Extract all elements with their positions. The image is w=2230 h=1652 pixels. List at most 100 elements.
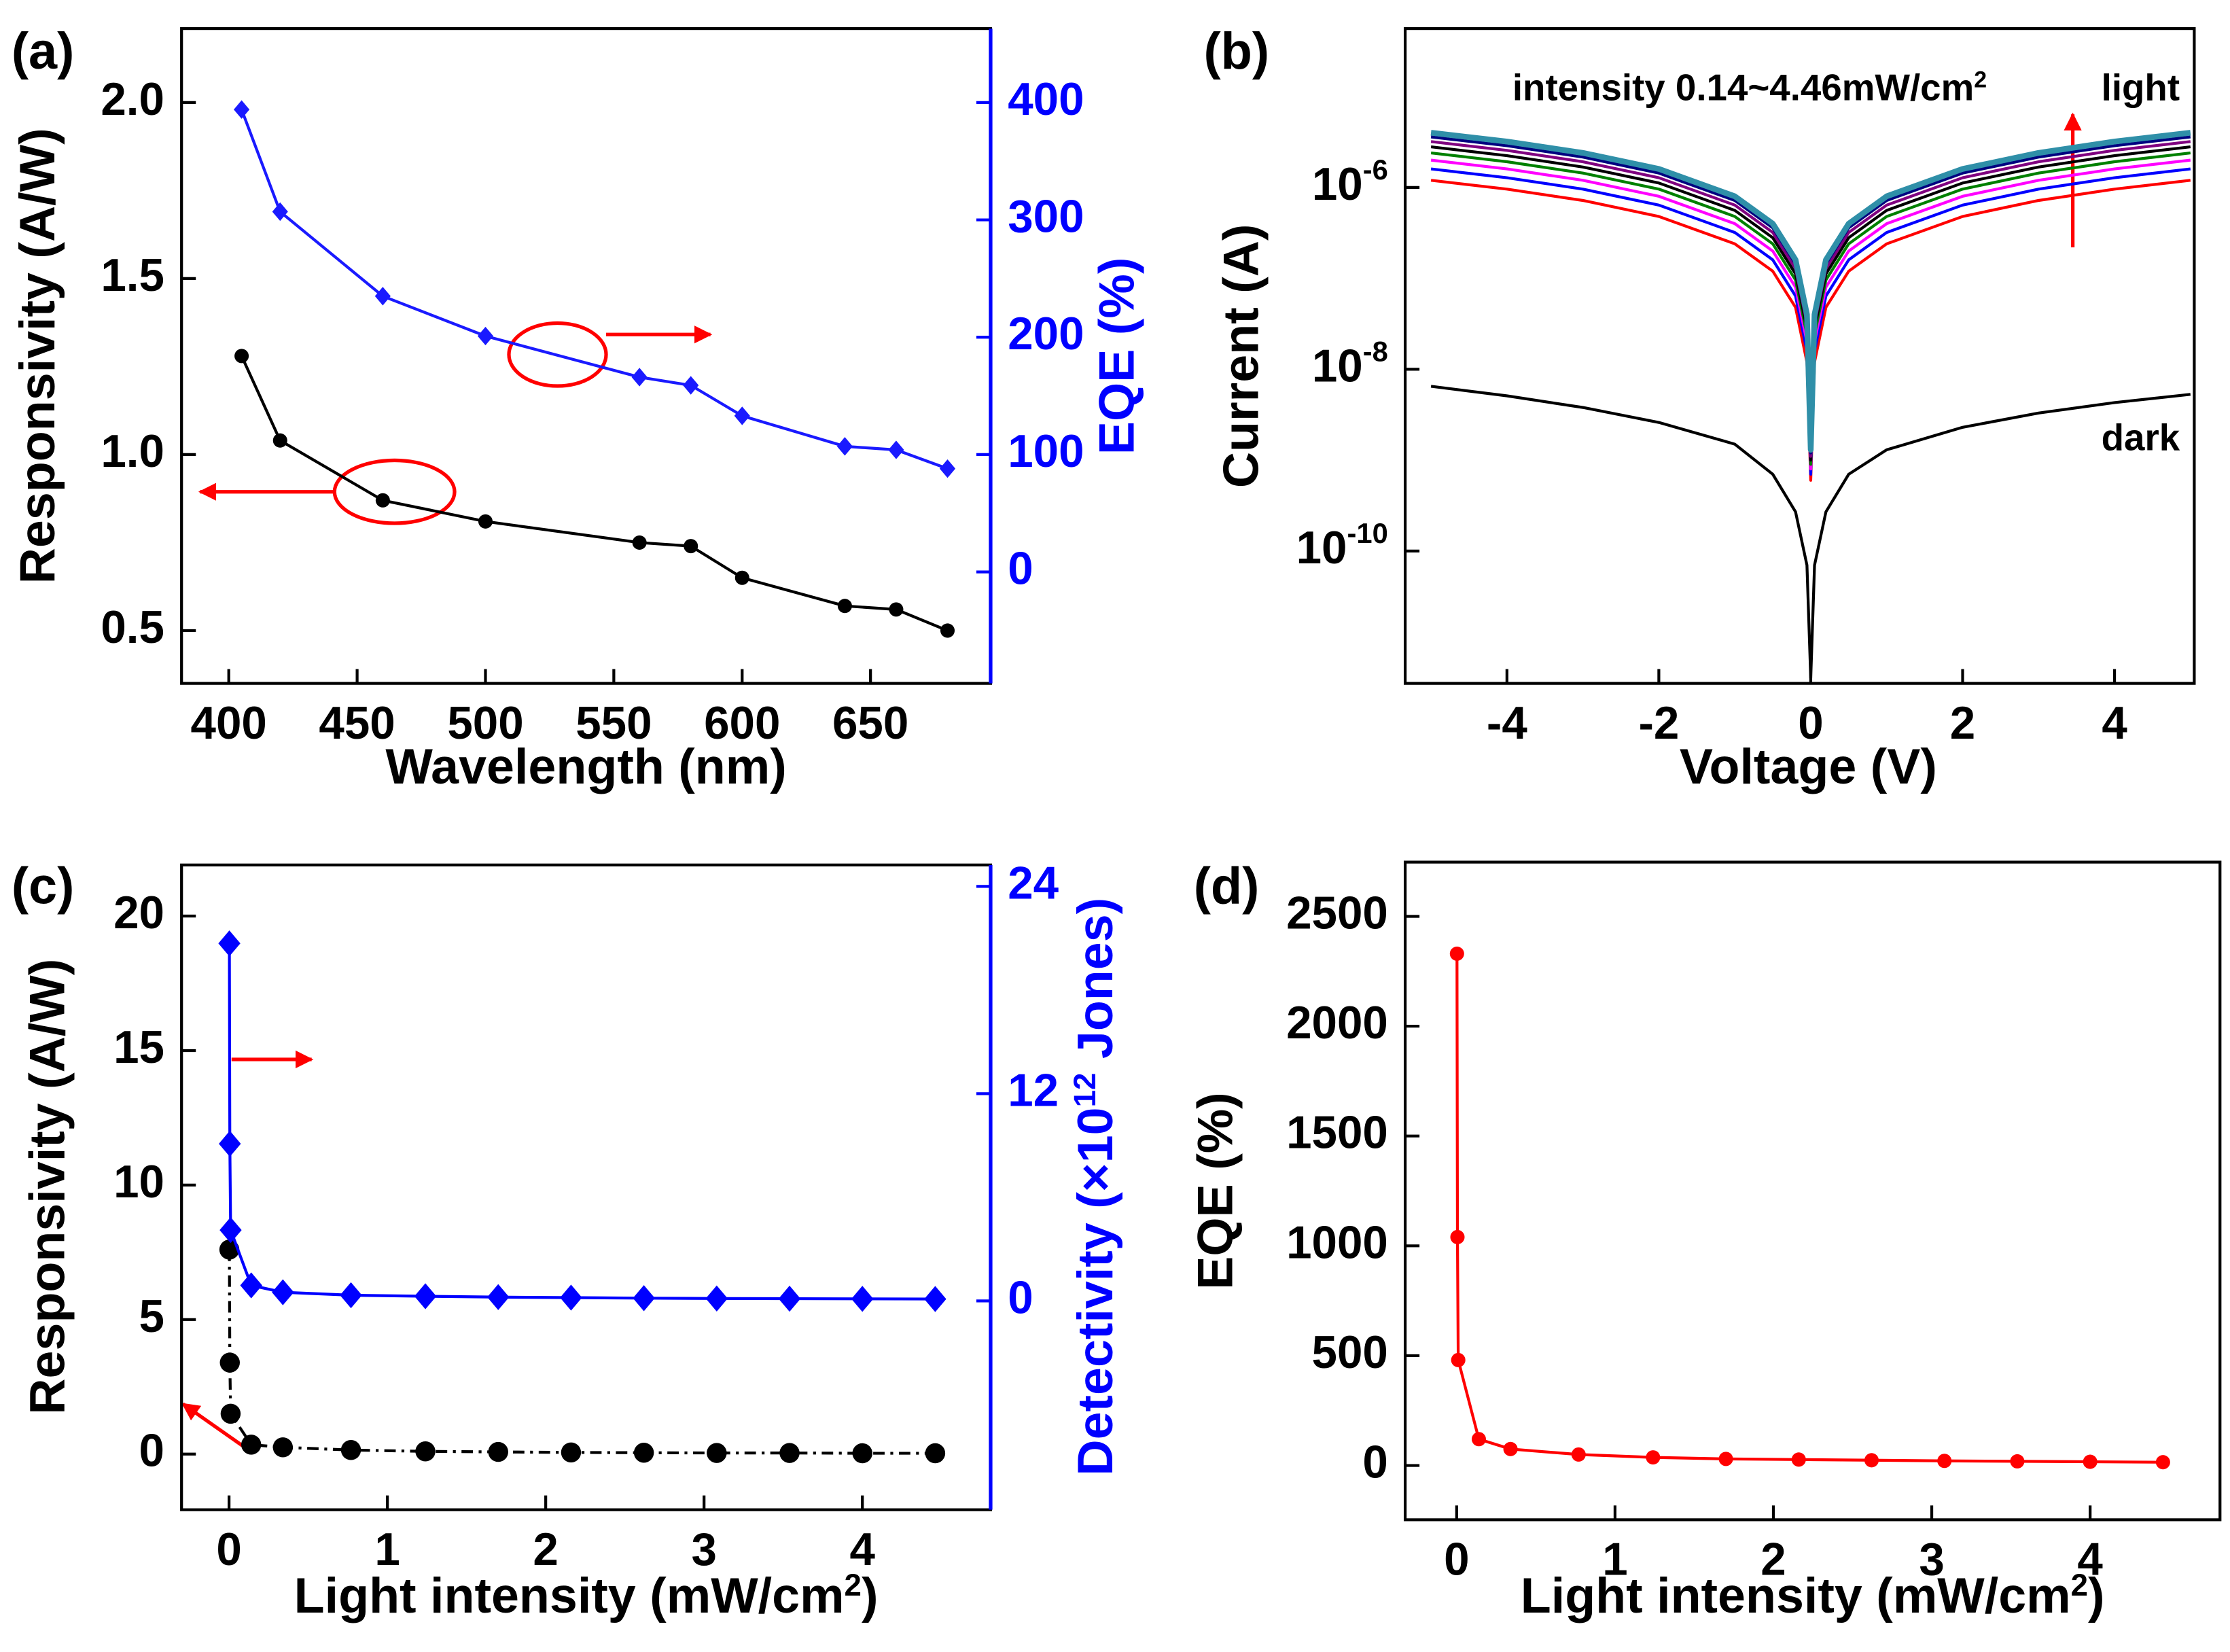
data-point [778, 1285, 801, 1312]
data-point [1791, 1452, 1806, 1467]
series-line [1430, 151, 2191, 466]
annotation-shapes [181, 112, 2082, 1453]
y-tick-label: 2500 [1286, 887, 1388, 938]
data-point [2083, 1454, 2098, 1469]
y-tick-label: 1500 [1286, 1107, 1388, 1158]
x-axis-title: Light intensity (mW/cm2) [294, 1567, 879, 1623]
series-line [240, 109, 949, 470]
data-point [1646, 1450, 1661, 1465]
panel-label: (d) [1194, 858, 1260, 915]
data-point [241, 1435, 262, 1455]
callout-ellipse [507, 321, 608, 388]
data-point [1450, 1229, 1465, 1244]
y-tick-label: 20 [113, 887, 164, 938]
panel-label: (c) [12, 858, 75, 915]
data-point [837, 599, 852, 614]
panel-label: (a) [12, 22, 75, 80]
y2-tick-label: 200 [1008, 309, 1084, 359]
x-tick-label: 550 [576, 698, 652, 749]
x-tick-label: 2 [533, 1524, 558, 1575]
data-point [220, 1403, 241, 1424]
x-tick-label: 650 [832, 698, 908, 749]
data-point [779, 1443, 800, 1463]
plot-frame [1403, 27, 2196, 685]
data-point [219, 1352, 240, 1373]
annotation: intensity 0.14~4.46mW/cm2 [1512, 66, 1987, 108]
series-line [1430, 385, 2191, 680]
y2-tick-label: 400 [1008, 74, 1084, 125]
y-axis-title: Current (A) [1212, 224, 1269, 489]
x-tick-label: 0 [1798, 698, 1823, 749]
data-point [218, 930, 241, 957]
y-tick-label: 10 [113, 1157, 164, 1208]
y2-tick-label: 0 [1008, 543, 1033, 594]
y-axis-title: Responsivity (A/W) [9, 128, 65, 584]
y-tick-label: 500 [1312, 1327, 1388, 1378]
x-tick-label: 0 [1444, 1534, 1469, 1585]
x-tick-label: 0 [216, 1524, 241, 1575]
data-point [272, 433, 287, 448]
y-tick-label: 0 [139, 1426, 164, 1477]
data-point [340, 1440, 361, 1460]
data-point [272, 1437, 294, 1458]
data-point [852, 1443, 872, 1464]
series-line [1430, 179, 2191, 482]
data-point [735, 570, 749, 585]
data-point [1864, 1453, 1879, 1468]
panel-label: (b) [1203, 22, 1269, 80]
data-point [560, 1284, 582, 1311]
data-point [478, 514, 493, 529]
series-line [1455, 953, 2163, 1464]
y-axis-title: EQE (%) [1187, 1092, 1243, 1289]
x-tick-label: 4 [2102, 698, 2127, 749]
x-axis-title: Light intensity (mW/cm2) [1521, 1567, 2105, 1623]
data-point [561, 1442, 582, 1463]
data-point [1451, 1352, 1466, 1367]
y2-tick-label: 12 [1008, 1065, 1059, 1116]
data-point [1571, 1447, 1586, 1462]
x-tick-label: 400 [191, 698, 267, 749]
y-tick-label: 1.0 [101, 426, 164, 477]
series-line [228, 1249, 936, 1455]
series-line [1430, 135, 2191, 455]
x-tick-label: 3 [691, 1524, 716, 1575]
y-axis-title: Responsivity (A/W) [19, 959, 75, 1415]
series-line [1430, 145, 2191, 462]
series-line [1430, 158, 2191, 471]
x-tick-label: 1 [374, 1524, 400, 1575]
y2-tick-label: 24 [1008, 858, 1059, 909]
data-point [219, 1130, 241, 1157]
x-tick-label: 600 [704, 698, 780, 749]
y2-tick-label: 300 [1008, 191, 1084, 242]
data-point [851, 1286, 874, 1312]
annotation: light [2102, 66, 2180, 108]
data-point [924, 1286, 946, 1312]
data-point [734, 406, 750, 425]
y-tick-label: 1000 [1286, 1217, 1388, 1268]
x-tick-label: 500 [447, 698, 523, 749]
x-tick-label: 4 [849, 1524, 875, 1575]
data-point [375, 493, 390, 508]
y-tick-label: 15 [113, 1022, 164, 1073]
x-tick-label: -2 [1638, 698, 1679, 749]
y-tick-label: 2000 [1286, 998, 1388, 1049]
data-point [707, 1443, 727, 1463]
annotation: dark [2102, 417, 2180, 459]
data-point [415, 1441, 436, 1462]
data-point [340, 1282, 362, 1309]
data-point [925, 1443, 946, 1464]
data-point [219, 1217, 242, 1244]
series-line [1430, 140, 2191, 458]
x-tick-label: 4 [2077, 1534, 2103, 1585]
x-tick-label: 2 [1760, 1534, 1786, 1585]
data-point [940, 623, 955, 638]
callout-arrow [181, 1402, 251, 1453]
x-tick-label: 1 [1602, 1534, 1627, 1585]
y-tick-label: 0.5 [101, 602, 164, 653]
data-point [488, 1441, 508, 1462]
data-point [836, 437, 853, 456]
data-point [1718, 1452, 1733, 1466]
data-point [414, 1283, 437, 1310]
